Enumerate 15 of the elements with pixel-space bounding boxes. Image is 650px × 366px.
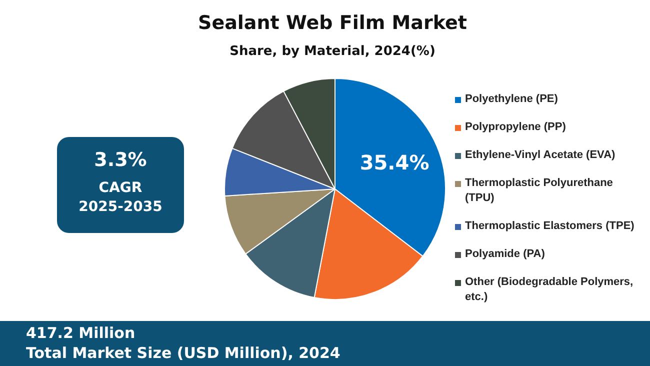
legend-label: Polypropylene (PP) [465,120,566,135]
text: Total Market Size (USD Million), 2024 [26,344,340,362]
legend-label: Thermoplastic Polyurethane (TPU) [465,176,614,206]
legend-label: Polyamide (PA) [465,247,545,262]
text: 3.3% [93,149,148,171]
legend-label: Polyethylene (PE) [465,92,558,107]
text: 2025-2035 [78,198,164,217]
legend-label: Thermoplastic Elastomers (TPE) [465,219,634,234]
text: CAGR [98,179,144,198]
chart-subtitle: Share, by Material, 2024(%) [228,44,436,59]
legend-label: Other (Biodegradable Polymers, etc.) [465,275,634,305]
text: 417.2 Million [26,324,136,342]
chart-title: Sealant Web Film Market [197,12,468,34]
data-label: 35.4% [360,150,430,175]
legend-label: Ethylene-Vinyl Acetate (EVA) [465,148,616,163]
